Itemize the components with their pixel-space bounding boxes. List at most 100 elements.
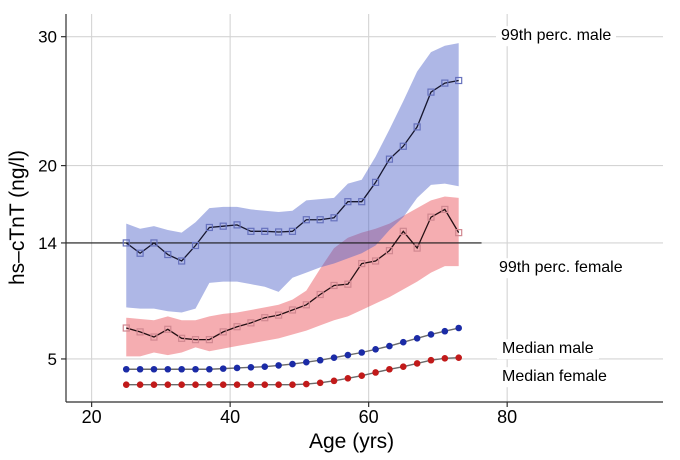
median-male-point [233,364,241,372]
median-female-point [455,354,462,361]
male-99th-point [385,155,394,163]
median-female-point [122,381,130,389]
median-male-point [192,365,199,373]
median-female-point [178,381,185,389]
median-female-point [358,372,366,380]
median-male-point [275,362,282,369]
median-male-point [372,345,379,353]
female-99th-band-group [126,196,459,357]
median-male-group [122,324,462,373]
male-99th-point [427,88,435,96]
male-99th-band [126,43,459,313]
x-tick-label: 20 [82,407,102,427]
male-99th-point [261,227,269,235]
median-female-point [427,356,435,364]
male-99th-band-group [126,43,459,313]
median-female-point [233,381,241,389]
male-99th-point [233,221,241,229]
median-male-point [344,351,352,359]
median-male-point [289,360,296,368]
female-99th-point [413,244,421,252]
median-male-point [178,365,185,373]
median-male-point [399,338,407,346]
male-99th-point [191,241,200,250]
female-99th-point [178,334,186,342]
male-99th-point [316,216,324,224]
median-male-point [219,365,227,372]
axes: 30 20 14 5 20 40 60 80 [38,14,663,427]
female-99th-point [344,280,352,288]
median-male-point [164,365,172,373]
median-male-point [427,331,435,338]
female-99th-point [275,311,283,319]
x-tick-label: 60 [359,407,379,427]
male-99th-point [358,198,366,206]
median-male-point [247,364,255,371]
median-female-point [261,381,269,389]
female-99th-line [126,208,460,341]
x-tick-label: 80 [497,407,517,427]
male-99th-point [399,142,407,150]
female-99th-point [330,281,338,290]
male-99th-point [122,239,130,247]
male-99th-point [219,222,227,230]
median-female-point [303,380,310,388]
female-99th-point [247,319,255,327]
female-99th-point [399,227,407,235]
male-99th-point [275,228,283,236]
male-99th-point [164,250,172,259]
median-male-point [316,356,324,364]
median-male-point [303,358,310,366]
median-male-point [413,335,421,342]
male-99th-group [122,76,463,265]
male-99th-point [455,76,463,85]
female-99th-point [164,325,172,333]
female-99th-point [302,301,310,309]
female-99th-point [191,336,200,344]
median-female-point [441,355,449,362]
female-99th-point [385,247,394,255]
female-99th-point [288,306,297,314]
median-male-point [150,365,158,373]
male-99th-point [413,123,421,131]
median-female-point [150,381,158,389]
median-female-point [399,363,407,370]
median-male-point [455,324,462,332]
median-female-point [206,381,213,389]
median-male-point [122,365,130,373]
median-male-point [136,365,144,373]
female-99th-point [205,336,213,344]
male-99th-point [302,216,310,224]
median-female-group [122,354,462,389]
median-female-point [289,381,296,389]
median-female-point [192,381,199,389]
annotation-median-female: Median female [497,367,612,387]
x-tick-label: 40 [220,407,240,427]
median-male-point [206,365,213,373]
male-99th-point [247,227,255,235]
male-99th-point [178,257,186,265]
female-99th-group [122,205,463,344]
female-99th-point [150,333,158,341]
median-male-point [441,327,449,335]
median-female-point [275,381,282,389]
female-99th-point [122,324,130,332]
annotation-99th-perc-male: 99th perc. male [496,26,617,46]
female-99th-point [136,328,144,336]
female-99th-point [441,205,449,214]
x-axis-title: Age (yrs) [309,430,395,453]
annotation-median-male: Median male [497,339,599,359]
median-female-point [219,381,227,389]
female-99th-point [261,314,269,322]
median-male-point [386,342,393,350]
median-female-point [413,360,421,367]
male-99th-line [125,79,459,262]
female-99th-point [427,213,435,221]
median-male-point [358,349,366,356]
y-tick-label: 5 [48,350,57,369]
y-tick-label: 14 [38,234,57,253]
median-male-point [261,363,269,370]
female-99th-point [371,257,380,265]
